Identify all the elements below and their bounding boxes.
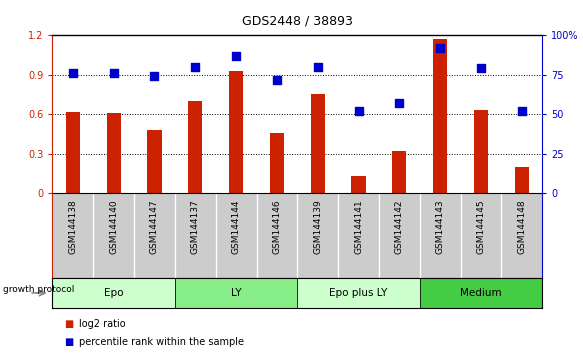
- Bar: [311, 95, 325, 193]
- Text: GSM144144: GSM144144: [231, 200, 241, 254]
- Point: [150, 74, 159, 79]
- Text: ■: ■: [64, 319, 73, 329]
- Bar: [270, 132, 284, 193]
- Text: GSM144137: GSM144137: [191, 200, 200, 255]
- Point: [313, 64, 322, 70]
- Text: GSM144138: GSM144138: [68, 200, 78, 255]
- Text: growth protocol: growth protocol: [3, 285, 74, 294]
- Text: GDS2448 / 38893: GDS2448 / 38893: [242, 14, 353, 27]
- Text: GSM144142: GSM144142: [395, 200, 404, 254]
- Bar: [420, 278, 542, 308]
- Point: [354, 108, 363, 114]
- Bar: [175, 278, 297, 308]
- Bar: [147, 130, 161, 193]
- Text: GSM144148: GSM144148: [517, 200, 526, 255]
- Point: [395, 100, 404, 106]
- Text: GSM144146: GSM144146: [272, 200, 282, 255]
- Point: [68, 70, 78, 76]
- Point: [436, 45, 445, 51]
- Text: percentile rank within the sample: percentile rank within the sample: [79, 337, 244, 347]
- Bar: [297, 278, 420, 308]
- Text: Epo plus LY: Epo plus LY: [329, 288, 388, 298]
- Point: [109, 70, 118, 76]
- Bar: [188, 101, 202, 193]
- Bar: [66, 112, 80, 193]
- Bar: [474, 110, 488, 193]
- Point: [517, 108, 526, 114]
- Text: Epo: Epo: [104, 288, 124, 298]
- Bar: [107, 113, 121, 193]
- Bar: [515, 167, 529, 193]
- Bar: [352, 176, 366, 193]
- Bar: [229, 71, 243, 193]
- Text: GSM144145: GSM144145: [476, 200, 486, 255]
- Text: log2 ratio: log2 ratio: [79, 319, 125, 329]
- Text: Medium: Medium: [460, 288, 502, 298]
- Text: GSM144147: GSM144147: [150, 200, 159, 255]
- Text: ■: ■: [64, 337, 73, 347]
- Text: LY: LY: [231, 288, 241, 298]
- Text: GSM144140: GSM144140: [109, 200, 118, 255]
- Bar: [433, 39, 447, 193]
- Point: [476, 65, 486, 71]
- Text: GSM144143: GSM144143: [436, 200, 445, 255]
- Bar: [52, 278, 175, 308]
- Text: GSM144139: GSM144139: [313, 200, 322, 255]
- Point: [231, 53, 241, 59]
- Text: GSM144141: GSM144141: [354, 200, 363, 255]
- Point: [191, 64, 200, 70]
- Bar: [392, 151, 406, 193]
- Point: [272, 77, 282, 82]
